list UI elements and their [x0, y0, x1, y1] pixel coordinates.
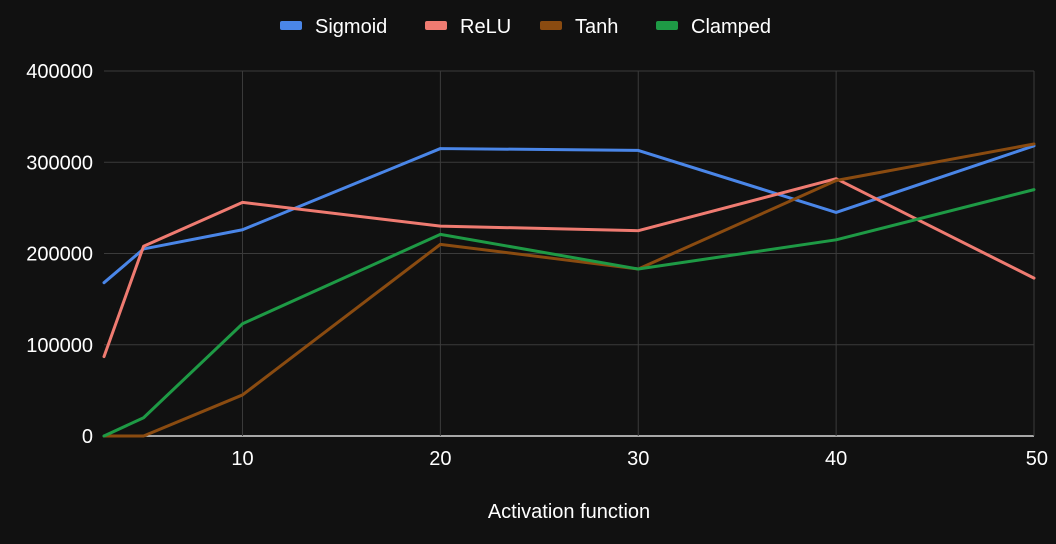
x-axis-label: Activation function: [488, 501, 650, 523]
legend: Sigmoid ReLU Tanh Clamped: [280, 16, 771, 38]
legend-swatch: [656, 21, 678, 30]
series-line-sigmoid: [102, 144, 1036, 285]
series-lines: [102, 142, 1036, 438]
legend-label: Sigmoid: [315, 16, 387, 38]
y-tick-label: 300000: [26, 152, 93, 174]
legend-label: ReLU: [460, 16, 511, 38]
legend-item-relu[interactable]: ReLU: [425, 16, 511, 38]
legend-item-tanh[interactable]: Tanh: [540, 16, 618, 38]
legend-item-sigmoid[interactable]: Sigmoid: [280, 16, 387, 38]
y-tick-label: 200000: [26, 244, 93, 266]
legend-swatch: [425, 21, 447, 30]
legend-label: Clamped: [691, 16, 771, 38]
series-line-tanh: [102, 142, 1036, 438]
y-axis-ticks: 0 100000 200000 300000 400000: [26, 61, 93, 448]
x-tick-label: 40: [825, 448, 847, 470]
x-axis-ticks: 10 20 30 40 50: [231, 448, 1048, 470]
legend-item-clamped[interactable]: Clamped: [656, 16, 771, 38]
legend-label: Tanh: [575, 16, 618, 38]
x-tick-label: 10: [231, 448, 253, 470]
y-tick-label: 400000: [26, 61, 93, 83]
x-tick-label: 20: [429, 448, 451, 470]
grid: [104, 70, 1035, 437]
x-tick-label: 50: [1026, 448, 1048, 470]
x-tick-label: 30: [627, 448, 649, 470]
y-tick-label: 0: [82, 426, 93, 448]
series-line-clamped: [102, 188, 1036, 438]
series-line-relu: [102, 177, 1036, 359]
y-tick-label: 100000: [26, 335, 93, 357]
legend-swatch: [540, 21, 562, 30]
legend-swatch: [280, 21, 302, 30]
